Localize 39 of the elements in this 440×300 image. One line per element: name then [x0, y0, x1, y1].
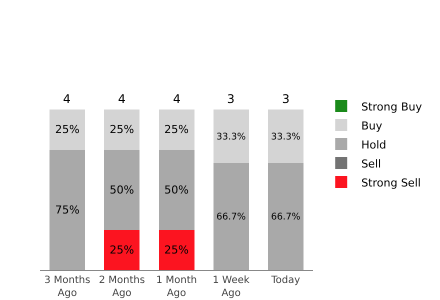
bar [158, 230, 194, 270]
bar [213, 163, 249, 270]
legend-label: Sell [361, 157, 382, 170]
legend-label: Strong Sell [361, 176, 421, 190]
annotation: 3 [227, 92, 235, 106]
data-label: 66.7% [270, 211, 301, 222]
x-tick-label: 1 Month Ago [156, 275, 197, 299]
data-label: 25% [55, 123, 80, 136]
annotation: 3 [282, 92, 290, 106]
data-label: 25% [110, 243, 134, 256]
data-label: 50% [110, 183, 134, 196]
bar [104, 110, 140, 150]
bar [50, 150, 86, 270]
data-label: 25% [164, 243, 189, 256]
bar [104, 150, 140, 230]
data-label: 25% [164, 123, 189, 136]
x-tick-label: 1 Week Ago [212, 275, 250, 299]
annotation: 4 [118, 92, 126, 106]
bar [268, 110, 304, 164]
legend-label: Strong Buy [361, 100, 422, 114]
data-label: 33.3% [216, 131, 246, 142]
bar [158, 110, 194, 150]
legend-label: Buy [361, 119, 383, 132]
data-label: 25% [110, 123, 134, 136]
annotation: 4 [173, 92, 181, 106]
x-tick-label: 3 Months Ago [44, 275, 90, 299]
annotation: 4 [63, 92, 71, 106]
legend-label: Hold [361, 138, 386, 152]
data-label: 75% [55, 203, 80, 216]
bar [213, 110, 249, 164]
x-tick-label: Today [270, 275, 300, 286]
bar [104, 230, 140, 270]
data-label: 50% [164, 183, 189, 196]
bar [158, 150, 194, 230]
data-label: 66.7% [216, 211, 246, 222]
x-tick-label: 2 Months Ago [98, 275, 145, 299]
bar [268, 163, 304, 270]
data-label: 33.3% [270, 131, 301, 142]
bar [50, 110, 86, 150]
